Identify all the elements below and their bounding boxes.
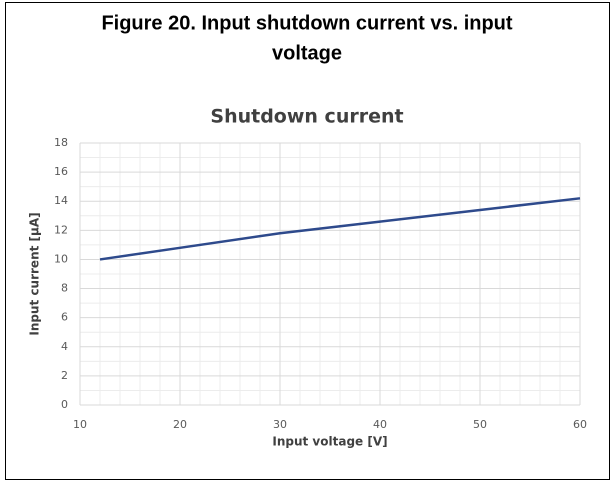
x-tick-label: 30: [273, 418, 287, 431]
x-tick-label: 60: [573, 418, 587, 431]
x-tick-label: 40: [373, 418, 387, 431]
x-tick-label: 10: [73, 418, 87, 431]
y-tick-label: 14: [54, 194, 68, 207]
y-tick-label: 18: [54, 136, 68, 149]
y-axis-label: Input current [µA]: [28, 212, 42, 335]
y-tick-label: 16: [54, 165, 68, 178]
y-tick-label: 0: [61, 398, 68, 411]
x-tick-label: 50: [473, 418, 487, 431]
y-tick-label: 4: [61, 340, 68, 353]
x-tick-label: 20: [173, 418, 187, 431]
data-line: [99, 197, 581, 261]
y-tick-label: 6: [61, 311, 68, 324]
chart-title: Shutdown current: [210, 106, 403, 128]
y-tick-label: 10: [54, 252, 68, 265]
caption-line: Figure 20. Input shutdown current vs. in…: [101, 12, 512, 34]
figure-border: [5, 2, 610, 480]
y-tick-label: 12: [54, 223, 68, 236]
caption-line: voltage: [272, 42, 342, 64]
y-tick-label: 8: [61, 282, 68, 295]
x-axis-label: Input voltage [V]: [272, 435, 387, 449]
y-tick-label: 2: [61, 369, 68, 382]
